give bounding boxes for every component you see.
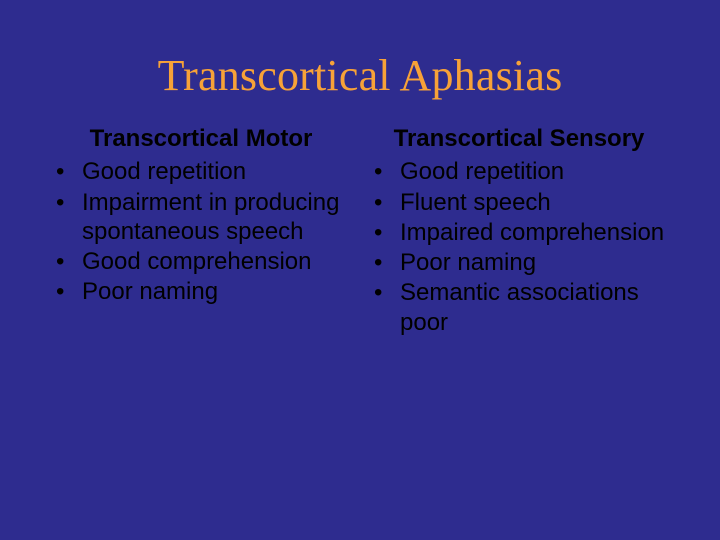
content-columns: Transcortical Motor Good repetition Impa… xyxy=(48,125,672,338)
column-left-heading: Transcortical Motor xyxy=(48,125,354,153)
column-left: Transcortical Motor Good repetition Impa… xyxy=(48,125,354,338)
list-item: Impaired comprehension xyxy=(366,218,672,247)
list-item: Good repetition xyxy=(48,157,354,186)
slide: Transcortical Aphasias Transcortical Mot… xyxy=(0,0,720,540)
column-right-list: Good repetition Fluent speech Impaired c… xyxy=(366,157,672,337)
list-item: Impairment in producing spontaneous spee… xyxy=(48,188,354,247)
list-item: Good repetition xyxy=(366,157,672,186)
list-item: Poor naming xyxy=(48,277,354,306)
list-item: Fluent speech xyxy=(366,188,672,217)
column-right: Transcortical Sensory Good repetition Fl… xyxy=(366,125,672,338)
column-left-list: Good repetition Impairment in producing … xyxy=(48,157,354,306)
list-item: Poor naming xyxy=(366,248,672,277)
slide-title: Transcortical Aphasias xyxy=(48,50,672,101)
list-item: Semantic associations poor xyxy=(366,278,672,337)
column-right-heading: Transcortical Sensory xyxy=(366,125,672,153)
list-item: Good comprehension xyxy=(48,247,354,276)
